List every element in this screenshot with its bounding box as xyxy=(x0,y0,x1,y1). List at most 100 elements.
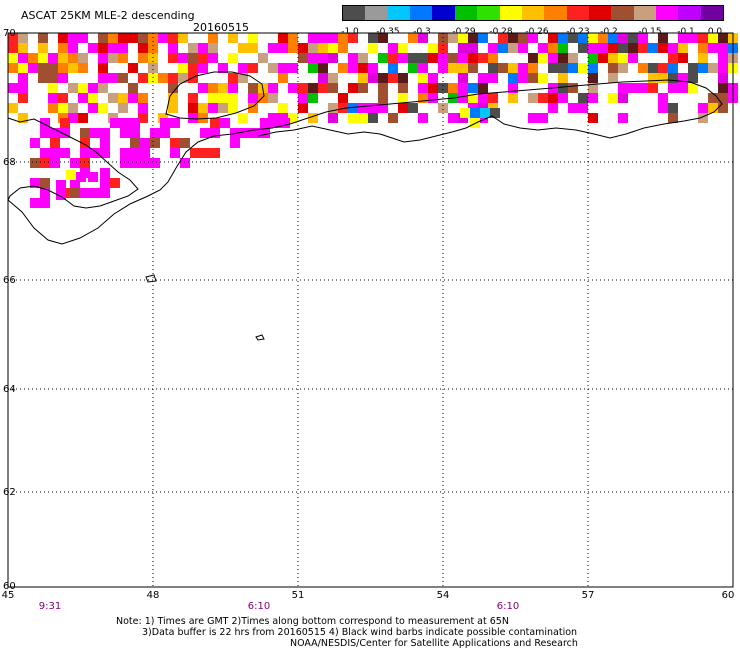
swath-pixel xyxy=(170,118,180,128)
swath-pixel xyxy=(498,83,508,93)
colorbar-segment xyxy=(365,6,388,20)
swath-pixel xyxy=(288,33,298,43)
swath-pixel xyxy=(698,93,708,103)
swath-pixel xyxy=(558,33,568,43)
swath-pixel xyxy=(18,43,28,53)
colorbar-segment xyxy=(499,6,522,20)
swath-pixel xyxy=(258,53,268,63)
swath-pixel xyxy=(488,53,498,63)
swath-pixel xyxy=(608,43,618,53)
swath-pixel xyxy=(478,73,488,83)
lon-label: 48 xyxy=(146,590,160,601)
swath-pixel xyxy=(198,83,208,93)
swath-pixel xyxy=(438,43,448,53)
swath-pixel xyxy=(188,93,198,103)
swath-pixel xyxy=(138,33,148,43)
swath-pixel xyxy=(698,63,708,73)
swath-pixel xyxy=(288,53,298,63)
swath-pixel xyxy=(318,113,328,123)
swath-pixel xyxy=(228,63,238,73)
swath-pixel xyxy=(388,63,398,73)
swath-pixel xyxy=(588,43,598,53)
swath-pixel xyxy=(238,113,248,123)
swath-pixel xyxy=(618,63,628,73)
swath-pixel xyxy=(468,53,478,63)
swath-pixel xyxy=(138,63,148,73)
swath-pixel xyxy=(218,73,228,83)
swath-pixel xyxy=(628,83,638,93)
swath-pixel xyxy=(638,63,648,73)
swath-pixel xyxy=(30,138,40,148)
swath-pixel xyxy=(318,83,328,93)
swath-pixel xyxy=(68,113,78,123)
swath-pixel xyxy=(470,108,480,118)
swath-pixel xyxy=(190,148,200,158)
swath-pixel xyxy=(578,93,588,103)
swath-pixel xyxy=(40,198,50,208)
swath-pixel xyxy=(80,148,90,158)
swath-pixel xyxy=(378,93,388,103)
swath-pixel xyxy=(558,53,568,63)
swath-pixel xyxy=(98,63,108,73)
swath-pixel xyxy=(138,93,148,103)
swath-pixel xyxy=(548,33,558,43)
swath-pixel xyxy=(48,93,58,103)
coastline-islet xyxy=(255,334,265,341)
swath-pixel xyxy=(128,63,138,73)
swath-pixel xyxy=(558,63,568,73)
swath-pixel xyxy=(348,33,358,43)
swath-pixel xyxy=(328,33,338,43)
swath-pixel xyxy=(438,63,448,73)
swath-pixel xyxy=(198,103,208,113)
swath-pixel xyxy=(618,83,628,93)
swath-pixel xyxy=(578,53,588,63)
swath-pixel xyxy=(120,158,130,168)
swath-pixel xyxy=(180,158,190,168)
swath-pixel xyxy=(608,73,618,83)
swath-pixel xyxy=(218,63,228,73)
swath-pixel xyxy=(168,93,178,103)
swath-pixel xyxy=(248,43,258,53)
swath-pixel xyxy=(568,53,578,63)
swath-pixel xyxy=(250,128,260,138)
swath-pixel xyxy=(228,103,238,113)
swath-pixel xyxy=(378,33,388,43)
swath-pixel xyxy=(100,128,110,138)
swath-pixel xyxy=(398,53,408,63)
swath-pixel xyxy=(688,83,698,93)
swath-pixel xyxy=(138,43,148,53)
swath-pixel xyxy=(718,103,728,113)
swath-pixel xyxy=(178,73,188,83)
swath-pixel xyxy=(498,43,508,53)
swath-pixel xyxy=(208,93,218,103)
swath-pixel xyxy=(56,190,66,200)
swath-pixel xyxy=(278,53,288,63)
swath-pixel xyxy=(488,73,498,83)
swath-pixel xyxy=(338,53,348,63)
swath-pixel xyxy=(508,73,518,83)
swath-pixel xyxy=(628,63,638,73)
swath-pixel xyxy=(100,168,110,178)
colorbar-label: -0.3 xyxy=(413,27,431,37)
colorbar-segment xyxy=(588,6,612,20)
swath-pixel xyxy=(18,103,28,113)
swath-pixel xyxy=(418,33,428,43)
swath-pixel xyxy=(398,83,408,93)
swath-pixel xyxy=(488,43,498,53)
swath-pixel xyxy=(168,33,178,43)
swath-pixel xyxy=(98,53,108,63)
coastline-peninsula xyxy=(7,79,723,245)
swath-pixel xyxy=(568,73,578,83)
swath-pixel xyxy=(468,33,478,43)
swath-pixel xyxy=(210,118,220,128)
swath-pixel xyxy=(80,188,90,198)
swath-pixel xyxy=(418,73,428,83)
swath-pixel xyxy=(358,103,368,113)
swath-pixel xyxy=(328,83,338,93)
swath-pixel xyxy=(188,103,198,113)
swath-pixel xyxy=(378,103,388,113)
swath-pixel xyxy=(28,93,38,103)
swath-pixel xyxy=(148,43,158,53)
swath-pixel xyxy=(18,33,28,43)
coastline-island xyxy=(165,71,265,120)
